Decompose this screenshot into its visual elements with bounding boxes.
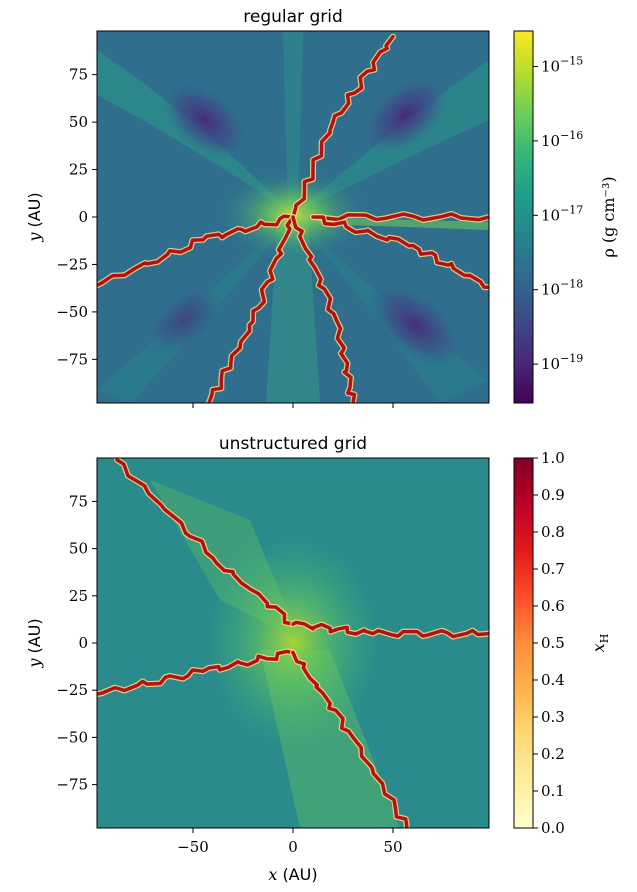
- top-ionization-fronts: [97, 33, 489, 403]
- top-ytick-label: 75: [69, 66, 88, 84]
- bottom-ytick-label: −25: [56, 681, 88, 699]
- top-y-axis: 75 50 25 0 −25 −50 −75: [56, 66, 97, 368]
- bottom-ytick-label: −50: [56, 728, 88, 746]
- top-cbar-tick-exp: −18: [560, 278, 583, 291]
- top-heatmap: [97, 31, 489, 403]
- top-cbar-tick-exp: −19: [560, 352, 583, 365]
- bottom-colorbar: [513, 457, 534, 829]
- bottom-x-axis-label: x (AU): [268, 865, 317, 884]
- top-cbar-tick-base: 10: [541, 355, 560, 373]
- top-cbar-tick-base: 10: [541, 57, 560, 75]
- top-ytick-label: 25: [69, 161, 88, 179]
- bottom-cbar-tick-label: 0.4: [541, 671, 565, 689]
- top-void-lower-left: [146, 285, 224, 355]
- top-void-upper-right: [362, 75, 448, 155]
- bottom-cbar-tick-label: 1.0: [541, 449, 565, 467]
- bottom-y-axis: 75 50 25 0 −25 −50 −75: [56, 492, 97, 794]
- bottom-xtick-label: −50: [177, 838, 209, 856]
- bottom-cbar-tick-label: 0.1: [541, 782, 565, 800]
- top-cbar-tick-label: 10−17: [541, 203, 583, 224]
- bottom-ytick-label: 75: [69, 492, 88, 510]
- top-void-lower-right: [368, 282, 462, 368]
- top-cbar-tick-base: 10: [541, 281, 560, 299]
- bottom-colorbar-ticks: 1.0 0.9 0.8 0.7 0.6 0.5 0.4 0.3 0.2 0.1 0.0: [533, 449, 565, 837]
- bottom-ionization-fronts: [97, 458, 489, 828]
- bottom-front-line: [291, 650, 409, 828]
- top-cbar-tick-exp: −16: [560, 129, 583, 142]
- bottom-cbar-tick-label: 0.0: [541, 819, 565, 837]
- bottom-front-line: [291, 620, 489, 639]
- top-shock-streak: [310, 217, 489, 230]
- bottom-cbar-tick-label: 0.7: [541, 560, 565, 578]
- top-front-line: [207, 215, 295, 403]
- top-colorbar: [513, 30, 534, 404]
- bottom-ytick-label: 25: [69, 587, 88, 605]
- top-front-line: [97, 214, 295, 288]
- bottom-y-axis-label: y(AU): [25, 618, 44, 668]
- top-front-line: [311, 212, 489, 222]
- bottom-front-line: [115, 458, 295, 626]
- top-cbar-tick-label: 10−19: [541, 352, 583, 373]
- bottom-wedge-lower: [260, 650, 400, 828]
- top-void-upper-left: [162, 80, 248, 160]
- top-ytick-label: −25: [56, 255, 88, 273]
- bottom-cbar-tick-label: 0.9: [541, 486, 565, 504]
- top-ytick-label: 50: [69, 113, 88, 131]
- top-front-line: [291, 34, 395, 219]
- bottom-heatmap: [97, 458, 489, 828]
- top-cbar-tick-label: 10−18: [541, 278, 583, 299]
- top-panel-title: regular grid: [243, 7, 342, 27]
- top-ytick-label: 0: [78, 208, 88, 226]
- top-x-axis: [192, 403, 394, 408]
- bottom-panel-title: unstructured grid: [219, 434, 367, 454]
- top-cbar-tick-label: 10−15: [541, 54, 583, 75]
- top-ytick-label: −75: [56, 350, 88, 368]
- bottom-colorbar-label: xH: [589, 634, 611, 653]
- bottom-xtick-label: 0: [288, 838, 298, 856]
- top-cbar-tick-exp: −15: [560, 54, 583, 67]
- top-filament-vertical: [283, 31, 303, 215]
- bottom-cbar-tick-label: 0.2: [541, 745, 565, 763]
- bottom-xtick-label: 50: [383, 838, 402, 856]
- top-cbar-tick-base: 10: [541, 132, 560, 150]
- top-front-line: [311, 215, 489, 289]
- top-colorbar-label: ρ (g cm⁻³): [599, 176, 618, 257]
- bottom-x-axis: −50 0 50: [177, 828, 403, 856]
- bottom-cbar-tick-label: 0.8: [541, 523, 565, 541]
- bottom-ytick-label: −75: [56, 776, 88, 794]
- top-cbar-tick-base: 10: [541, 206, 560, 224]
- bottom-ytick-label: 50: [69, 540, 88, 558]
- top-y-axis-label: y(AU): [25, 192, 44, 242]
- bottom-cbar-tick-label: 0.3: [541, 708, 565, 726]
- top-filament-vertical-lower: [266, 215, 320, 403]
- top-cbar-tick-label: 10−16: [541, 129, 583, 150]
- top-front-line: [291, 215, 357, 403]
- top-ytick-label: −50: [56, 303, 88, 321]
- bottom-cbar-tick-label: 0.6: [541, 597, 565, 615]
- bottom-front-line: [97, 649, 295, 696]
- top-cbar-tick-exp: −17: [560, 203, 583, 216]
- bottom-ytick-label: 0: [78, 634, 88, 652]
- bottom-cbar-tick-label: 0.5: [541, 634, 565, 652]
